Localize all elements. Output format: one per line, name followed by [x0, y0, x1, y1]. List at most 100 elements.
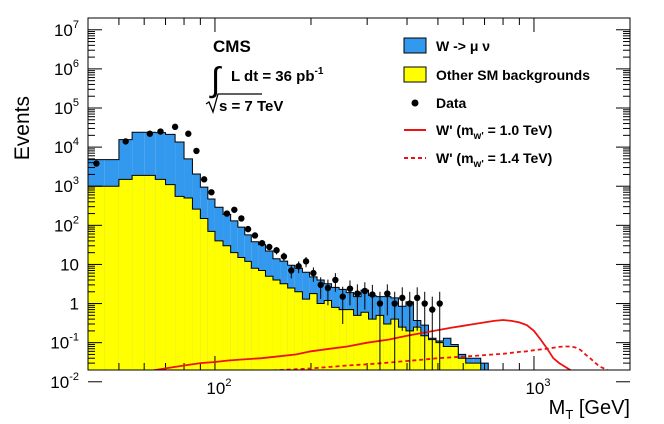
- data-point: [157, 128, 164, 135]
- data-point: [354, 290, 361, 297]
- data-point: [310, 269, 317, 277]
- y-tick-label: 104: [54, 136, 79, 157]
- other-sm-histogram-bin: [339, 309, 347, 370]
- other-sm-histogram-bin: [132, 175, 145, 370]
- legend-label-wprime-1400: W' (mw' = 1.4 TeV): [436, 150, 552, 170]
- y-axis-label: Events: [11, 96, 34, 160]
- legend-label-data: Data: [436, 95, 467, 111]
- y-tick-label: 102: [54, 214, 79, 235]
- data-point: [324, 284, 332, 292]
- data-point: [406, 300, 413, 307]
- wprime-1400-curve: [261, 345, 610, 370]
- luminosity-text: L dt = 36 pb: [231, 68, 315, 85]
- other-sm-histogram-bin: [280, 283, 288, 370]
- other-sm-histogram-bin: [309, 293, 318, 370]
- data-point: [280, 253, 288, 260]
- data-point: [273, 247, 280, 254]
- other-sm-histogram-bin: [473, 363, 481, 370]
- y-tick-label-base: 10: [54, 60, 73, 79]
- y-tick-label: 105: [54, 97, 79, 118]
- legend-entry-w-munu: W -> μ ν: [403, 37, 490, 54]
- sqrt-sign: [205, 93, 262, 115]
- y-tick-label-base: 10: [54, 216, 73, 235]
- data-point: [339, 293, 346, 300]
- other-sm-histogram-bin: [104, 186, 119, 370]
- data-point: [413, 294, 421, 302]
- legend-label-wprime-1400-main: W' (m: [436, 150, 474, 166]
- plot-frame: [87, 17, 631, 371]
- legend-label-w-munu: W -> μ ν: [436, 38, 490, 54]
- legend: W -> μ ν Other SM backgrounds Data W' (m…: [403, 37, 590, 170]
- other-sm-histogram-bin: [258, 270, 266, 370]
- other-sm-histogram-bin: [214, 240, 224, 370]
- data-point: [361, 287, 369, 295]
- y-tick-label-exp: -1: [69, 332, 79, 344]
- other-sm-histogram-bin: [230, 252, 238, 370]
- luminosity-label: L dt = 36 pb-1: [231, 66, 324, 85]
- other-sm-histogram-bin: [383, 324, 391, 370]
- x-tick-label: 102: [206, 377, 231, 398]
- y-tick-label-exp: 6: [73, 58, 79, 70]
- y-tick-label-exp: -2: [69, 371, 79, 383]
- other-sm-histogram-bin: [118, 179, 133, 370]
- other-sm-histogram-bin: [175, 196, 185, 370]
- other-sm-histogram-bin: [398, 327, 406, 370]
- data-point: [391, 300, 398, 307]
- data-point: [369, 291, 376, 298]
- legend-entry-wprime-1000: W' (mw' = 1.0 TeV): [404, 122, 552, 142]
- other-sm-histogram-bin: [165, 184, 176, 370]
- y-tick-label: 103: [54, 175, 79, 196]
- data-point: [251, 232, 259, 239]
- data-point: [346, 285, 354, 292]
- y-tick-label-base: 10: [54, 21, 73, 40]
- x-tick-label-base: 10: [525, 379, 544, 398]
- legend-label-other-sm: Other SM backgrounds: [436, 67, 590, 83]
- other-sm-histogram-bin: [331, 307, 340, 370]
- integral-sign: ∫: [209, 61, 222, 99]
- legend-entry-wprime-1400: W' (mw' = 1.4 TeV): [404, 150, 552, 170]
- y-tick-label: 10: [60, 255, 79, 274]
- other-sm-histogram-bin: [200, 218, 208, 370]
- other-sm-histogram-bin: [317, 303, 325, 370]
- legend-label-wprime-1400-suffix: = 1.4 TeV): [484, 150, 553, 166]
- other-sm-histogram-bin: [155, 179, 166, 370]
- x-tick-label-exp: 3: [544, 377, 550, 389]
- data-point: [185, 130, 192, 137]
- other-sm-histogram-bin: [458, 358, 466, 370]
- y-tick-label-base: 10: [54, 177, 73, 196]
- luminosity-exponent: -1: [315, 66, 324, 77]
- data-point: [266, 243, 273, 251]
- wprime-1000-curve: [149, 319, 573, 370]
- data-layer: [93, 123, 610, 370]
- data-point: [288, 267, 295, 274]
- plot-area: [88, 131, 630, 370]
- other-sm-histogram-bin: [413, 327, 421, 370]
- y-tick-label-base: 10: [60, 255, 79, 274]
- other-sm-histogram-bin: [443, 346, 451, 370]
- other-sm-histogram-bin: [144, 175, 156, 370]
- legend-swatch-other-sm: [403, 66, 427, 83]
- legend-label-wprime-1000-suffix: = 1.0 TeV): [484, 122, 553, 138]
- y-tick-label-base: 10: [50, 373, 69, 392]
- data-point: [208, 189, 215, 196]
- y-tick-label-base: 10: [54, 138, 73, 157]
- legend-swatch-w-munu: [403, 37, 427, 54]
- data-point: [317, 281, 324, 289]
- y-tick-label: 10-1: [50, 332, 79, 353]
- data-point: [122, 138, 129, 145]
- data-point: [93, 160, 100, 167]
- data-point: [376, 300, 384, 307]
- other-sm-histogram-bin: [251, 268, 259, 370]
- legend-label-wprime-1400-sub: w': [473, 159, 484, 170]
- other-sm-histogram-bin: [287, 287, 295, 370]
- y-tick-label: 107: [54, 19, 79, 40]
- x-axis-label-unit: [GeV]: [573, 397, 630, 419]
- data-point: [384, 290, 391, 297]
- other-sm-histogram-bin: [346, 309, 354, 370]
- legend-label-wprime-1000-sub: w': [473, 131, 484, 142]
- y-tick-label-exp: 3: [73, 175, 79, 187]
- data-point: [238, 215, 245, 222]
- y-tick-label-exp: 5: [73, 97, 79, 109]
- legend-marker-data: [411, 99, 419, 107]
